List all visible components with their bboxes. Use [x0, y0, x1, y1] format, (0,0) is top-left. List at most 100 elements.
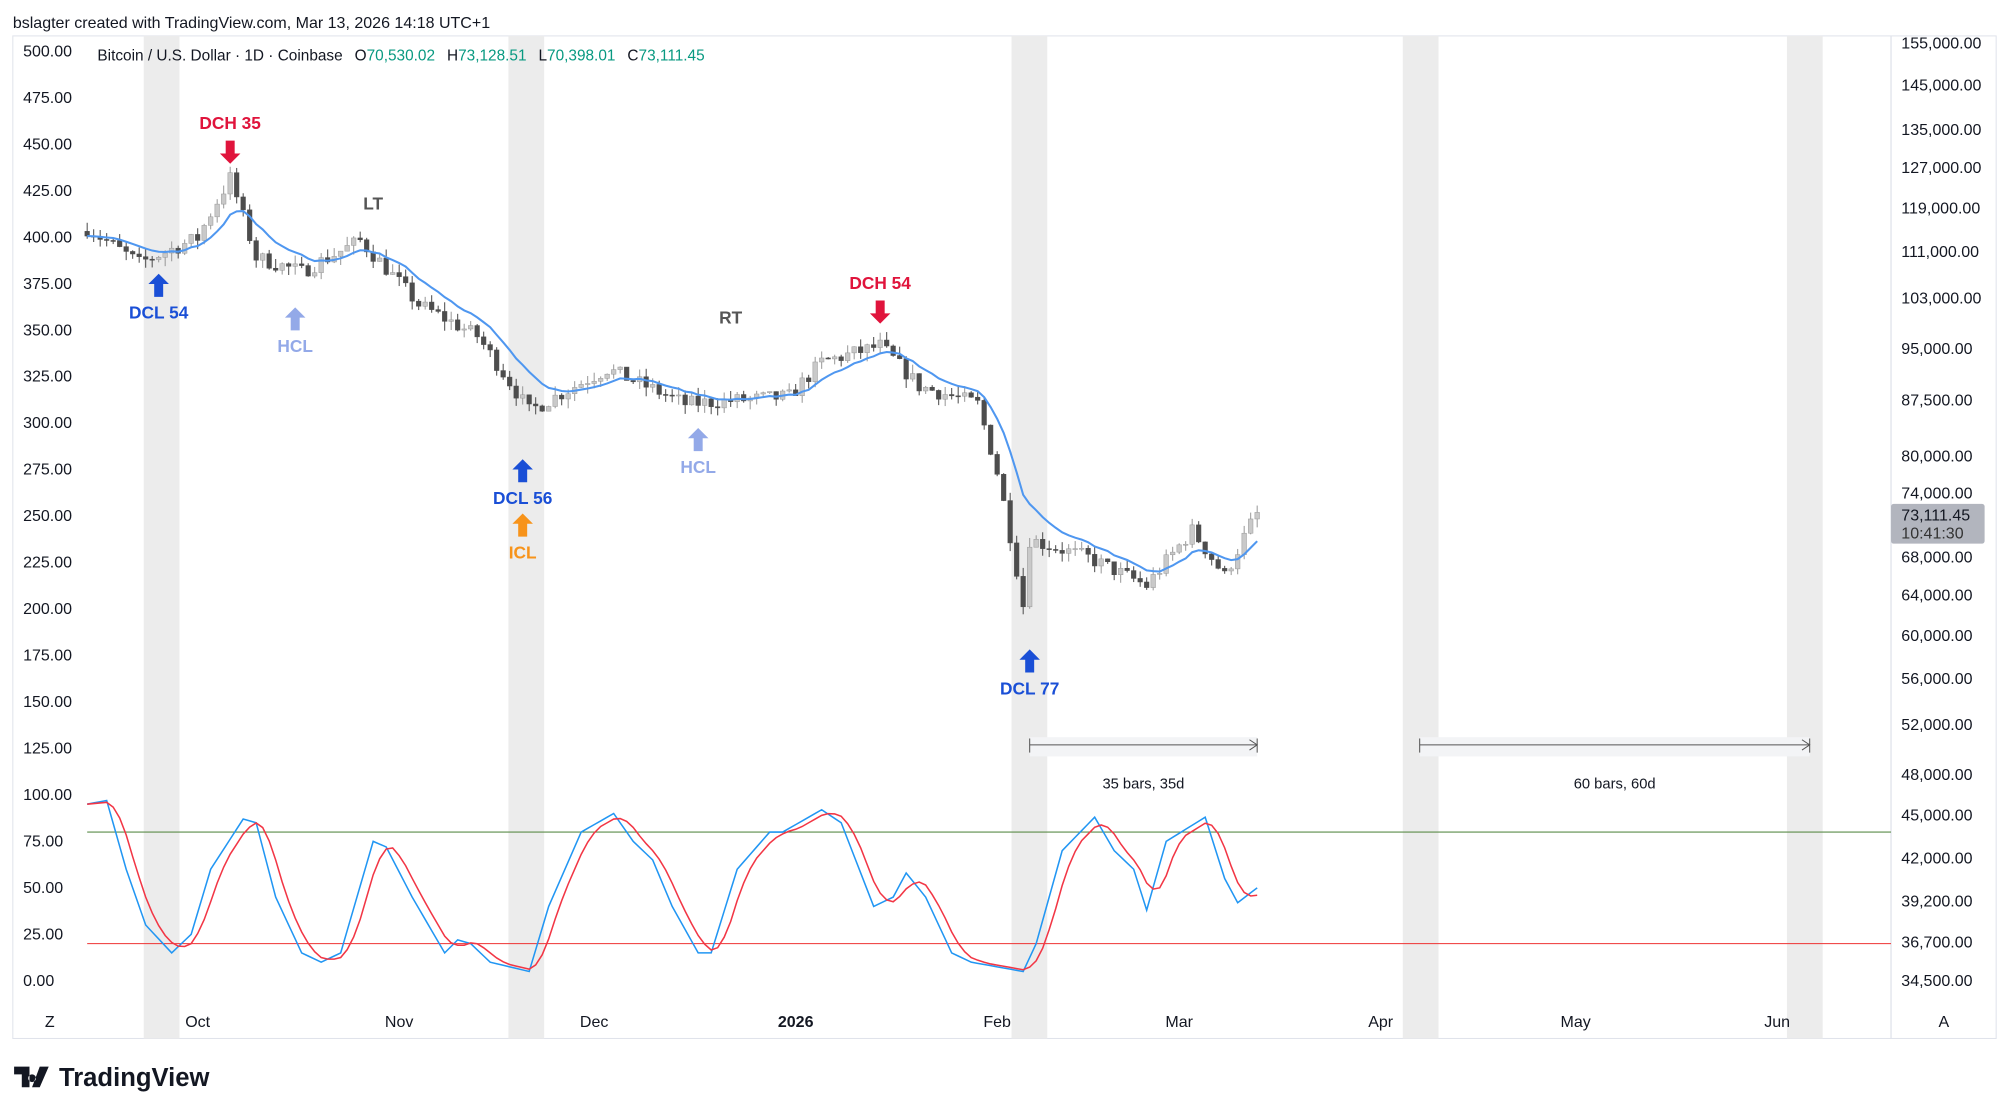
candle-body	[994, 454, 1000, 475]
right-axis-tick: 45,000.00	[1901, 806, 1972, 824]
scale-mode-right[interactable]: A	[1938, 1013, 1949, 1031]
candle-body	[552, 394, 558, 407]
candle-body	[604, 373, 610, 379]
right-axis-tick: 42,000.00	[1901, 849, 1972, 867]
candle-body	[273, 267, 279, 271]
tradingview-logo[interactable]: TradingView	[14, 1064, 210, 1092]
candle-body	[520, 394, 526, 399]
right-axis-tick: 56,000.00	[1901, 670, 1972, 688]
right-axis-tick: 111,000.00	[1901, 243, 1979, 261]
candle-body	[845, 352, 851, 361]
left-axis-tick: 100.00	[23, 786, 72, 804]
candle-body	[526, 394, 532, 405]
candle-body	[812, 361, 818, 382]
left-axis-tick: 350.00	[23, 321, 72, 339]
candle-body	[1137, 578, 1143, 583]
candle-body	[1007, 500, 1013, 544]
candle-body	[962, 392, 968, 397]
candle-body	[942, 394, 948, 400]
candle-body	[695, 395, 701, 406]
candle-body	[1209, 553, 1215, 560]
candle-body	[123, 246, 129, 252]
candle-body	[364, 239, 370, 253]
candle-body	[767, 391, 773, 393]
left-axis-tick: 200.00	[23, 600, 72, 618]
candle-body	[1150, 574, 1156, 588]
left-axis-tick: 250.00	[23, 507, 72, 525]
candle-body	[104, 239, 110, 241]
right-axis-tick: 80,000.00	[1901, 447, 1972, 465]
moving-average-line	[87, 210, 1258, 573]
right-axis-tick: 48,000.00	[1901, 766, 1972, 784]
measure-background	[1029, 737, 1258, 757]
measure-end-arrow	[1249, 738, 1259, 753]
arrow-up-icon	[512, 459, 533, 483]
time-axis-label: Dec	[580, 1013, 608, 1031]
candle-body	[1176, 544, 1182, 553]
candle-body	[1118, 567, 1124, 575]
candle-body	[1111, 561, 1117, 575]
candle-body	[708, 398, 714, 407]
candle-body	[500, 370, 506, 378]
right-axis-tick: 36,700.00	[1901, 934, 1972, 952]
candle-body	[487, 344, 493, 351]
candle-body	[955, 395, 961, 398]
arrow-down-icon	[219, 140, 241, 164]
left-axis-tick: 0.00	[23, 972, 54, 990]
candle-body	[903, 358, 909, 380]
candle-body	[988, 424, 994, 455]
candle-body	[1163, 554, 1169, 574]
time-axis-label: Feb	[983, 1013, 1011, 1031]
candle-body	[481, 336, 487, 345]
annotation-label: DCH 54	[849, 273, 911, 293]
candle-body	[422, 301, 428, 307]
candle-body	[1001, 474, 1007, 501]
candle-body	[682, 394, 688, 406]
candle-body	[968, 392, 974, 398]
time-axis-label: Apr	[1368, 1013, 1394, 1031]
candle-body	[338, 250, 344, 257]
candle-body	[442, 311, 448, 322]
left-axis-tick: 300.00	[23, 414, 72, 432]
candle-body	[396, 272, 402, 277]
time-axis-label: Nov	[385, 1013, 413, 1031]
candle-body	[890, 345, 896, 356]
candle-body	[578, 384, 584, 388]
candle-body	[1046, 548, 1052, 550]
left-axis-tick: 150.00	[23, 693, 72, 711]
candle-body	[1085, 548, 1091, 555]
hidden-tick-label: 74,000.00	[1901, 485, 1972, 503]
right-axis-tick: 52,000.00	[1901, 716, 1972, 734]
candle-body	[1020, 576, 1026, 608]
candle-body	[630, 380, 636, 383]
candle-body	[1222, 568, 1228, 572]
price-tag: 74,000.00 73,111.45 10:41:30	[1891, 485, 1985, 544]
candle-body	[513, 385, 519, 399]
candle-body	[1131, 570, 1137, 579]
candle-body	[286, 263, 292, 267]
candle-body	[975, 396, 981, 401]
left-axis-tick: 75.00	[23, 832, 63, 850]
candle-body	[838, 356, 844, 361]
candle-body	[260, 253, 266, 261]
scale-mode-left[interactable]: Z	[45, 1013, 55, 1031]
candle-body	[305, 265, 311, 277]
annotation-label: HCL	[277, 336, 313, 356]
right-axis-tick: 135,000.00	[1901, 121, 1981, 139]
stoch-d-line	[87, 801, 1258, 971]
candle-body	[851, 346, 857, 354]
arrow-up-icon	[1019, 649, 1040, 673]
candle-body	[149, 258, 155, 261]
candle-body	[949, 394, 955, 397]
arrow-down-icon	[869, 300, 891, 324]
measure-label: 60 bars, 60d	[1574, 776, 1656, 792]
candle-body	[130, 251, 136, 255]
candle-body	[1040, 539, 1046, 549]
candle-body	[318, 257, 324, 273]
candle-body	[1053, 549, 1059, 551]
candle-body	[624, 366, 630, 381]
candle-body	[760, 392, 766, 395]
candle-body	[1124, 567, 1130, 571]
left-axis-tick: 225.00	[23, 554, 72, 572]
